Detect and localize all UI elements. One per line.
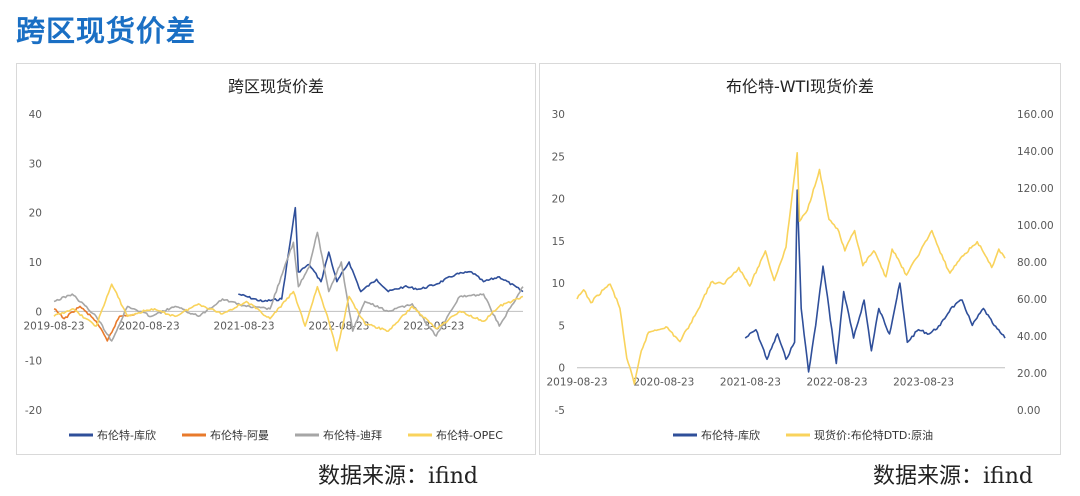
series-line — [53, 305, 136, 342]
legend-label: 布伦特-迪拜 — [323, 428, 382, 442]
y2-tick-label: 40.00 — [1017, 331, 1047, 343]
chart-title: 跨区现货价差 — [228, 77, 324, 96]
x-tick-label: 2020-08-23 — [119, 320, 180, 332]
y-tick-label: 20 — [552, 194, 565, 206]
y2-tick-label: 120.00 — [1017, 183, 1054, 195]
y-tick-label: -20 — [25, 405, 42, 417]
y-tick-label: 10 — [552, 278, 565, 290]
x-tick-label: 2022-08-23 — [807, 377, 868, 389]
series-line — [53, 231, 524, 342]
x-tick-label: 2022-08-23 — [308, 320, 369, 332]
legend-label: 布伦特-库欣 — [97, 428, 156, 442]
y2-tick-label: 140.00 — [1017, 146, 1054, 158]
y-tick-label: -10 — [25, 356, 42, 368]
data-source-right: 数据来源：ifind — [873, 464, 1033, 489]
page-title: 跨区现货价差 — [16, 14, 197, 48]
chart-regional-spread: 跨区现货价差 -20 -10 0 10 20 30 40 2019-08-23 2020-08-2… — [23, 77, 524, 442]
chart-panel-brent-wti-spread: 布伦特-WTI现货价差 -5 0 5 10 15 20 25 30 0.00 20.00 40.00 6… — [539, 63, 1061, 455]
y-tick-label: -5 — [555, 405, 565, 417]
chart-panel-regional-spread: 跨区现货价差 -20 -10 0 10 20 30 40 2019-08-23 2020-08-2… — [16, 63, 536, 455]
series-line — [744, 189, 1006, 373]
y2-tick-label: 80.00 — [1017, 257, 1047, 269]
y-tick-label: 15 — [552, 236, 565, 248]
legend-label: 现货价:布伦特DTD:原油 — [814, 428, 933, 442]
y-tick-label: 5 — [558, 320, 565, 332]
y2-tick-label: 160.00 — [1017, 109, 1054, 121]
x-tick-label: 2019-08-23 — [546, 377, 607, 389]
legend-label: 布伦特-库欣 — [701, 428, 760, 442]
data-source-left: 数据来源：ifind — [318, 464, 478, 489]
y-tick-label: 30 — [29, 158, 42, 170]
legend-label: 布伦特-阿曼 — [210, 428, 269, 442]
y-tick-label: 30 — [552, 109, 565, 121]
y-tick-label: 0 — [35, 306, 42, 318]
y-tick-label: 0 — [558, 363, 565, 375]
y-tick-label: 20 — [29, 208, 42, 220]
y2-tick-label: 100.00 — [1017, 220, 1054, 232]
series-line — [238, 206, 524, 303]
x-tick-label: 2019-08-23 — [23, 320, 84, 332]
y2-tick-label: 0.00 — [1017, 405, 1040, 417]
x-tick-label: 2023-08-23 — [893, 377, 954, 389]
chart-title: 布伦特-WTI现货价差 — [726, 77, 874, 96]
series-line — [53, 283, 524, 352]
series-line — [576, 152, 1006, 385]
x-tick-label: 2020-08-23 — [633, 377, 694, 389]
legend-label: 布伦特-OPEC — [436, 428, 503, 442]
chart-brent-wti-spread: 布伦特-WTI现货价差 -5 0 5 10 15 20 25 30 0.00 20.00 40.00 6… — [546, 77, 1054, 442]
y-tick-label: 25 — [552, 151, 565, 163]
x-tick-label: 2021-08-23 — [214, 320, 275, 332]
x-tick-label: 2021-08-23 — [720, 377, 781, 389]
y2-tick-label: 60.00 — [1017, 294, 1047, 306]
y2-tick-label: 20.00 — [1017, 368, 1047, 380]
y-tick-label: 10 — [29, 257, 42, 269]
y-tick-label: 40 — [29, 109, 42, 121]
